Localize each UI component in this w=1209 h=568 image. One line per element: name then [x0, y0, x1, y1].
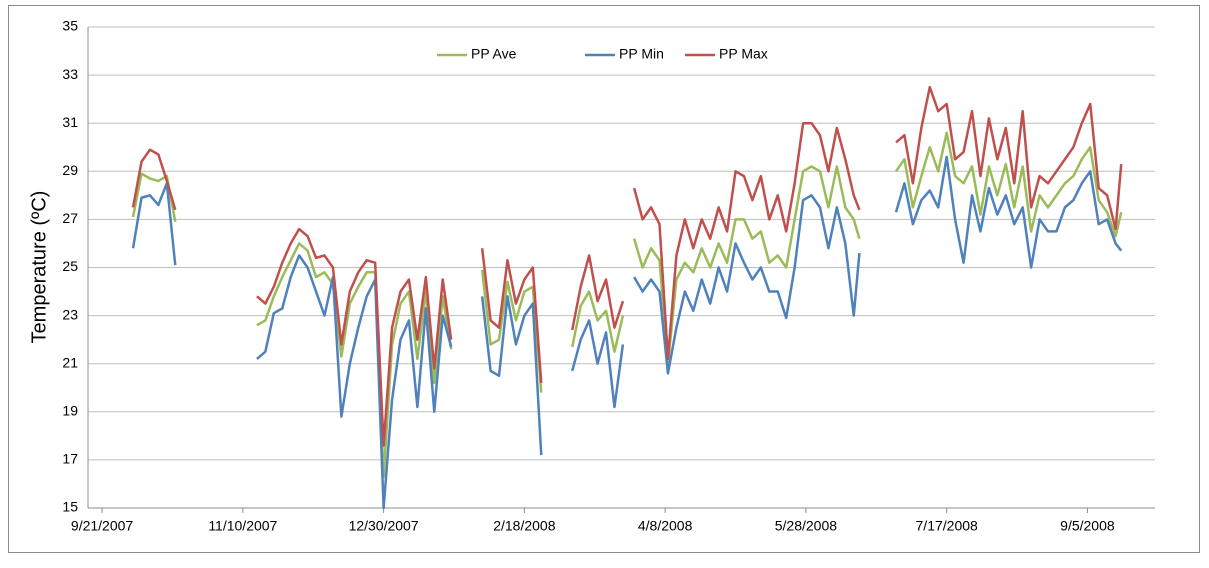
y-tick-label: 31	[62, 114, 78, 130]
y-tick-label: 19	[62, 403, 78, 419]
y-tick-label: 35	[62, 18, 78, 34]
y-tick-label: 23	[62, 306, 78, 322]
x-tick-label: 9/21/2007	[71, 518, 133, 534]
y-tick-label: 15	[62, 499, 78, 515]
legend-label: PP Ave	[471, 46, 517, 62]
y-tick-label: 21	[62, 354, 78, 370]
y-tick-label: 17	[62, 451, 78, 467]
y-tick-label: 29	[62, 162, 78, 178]
x-tick-label: 11/10/2007	[208, 518, 277, 534]
y-tick-label: 25	[62, 258, 78, 274]
chart-border	[8, 5, 1200, 553]
y-tick-label: 27	[62, 210, 78, 226]
y-tick-label: 33	[62, 66, 78, 82]
series-line	[131, 85, 1123, 447]
x-tick-label: 2/18/2008	[493, 518, 555, 534]
legend-label: PP Max	[719, 46, 768, 62]
x-tick-label: 9/5/2008	[1060, 518, 1115, 534]
x-tick-label: 4/8/2008	[638, 518, 693, 534]
x-tick-label: 12/30/2007	[349, 518, 419, 534]
x-tick-label: 5/28/2008	[775, 518, 837, 534]
x-tick-label: 7/17/2008	[916, 518, 978, 534]
series-line	[131, 155, 1123, 510]
legend-label: PP Min	[619, 46, 664, 62]
y-axis-label: Temperature (ºC)	[28, 191, 50, 344]
series-line	[131, 131, 1123, 478]
